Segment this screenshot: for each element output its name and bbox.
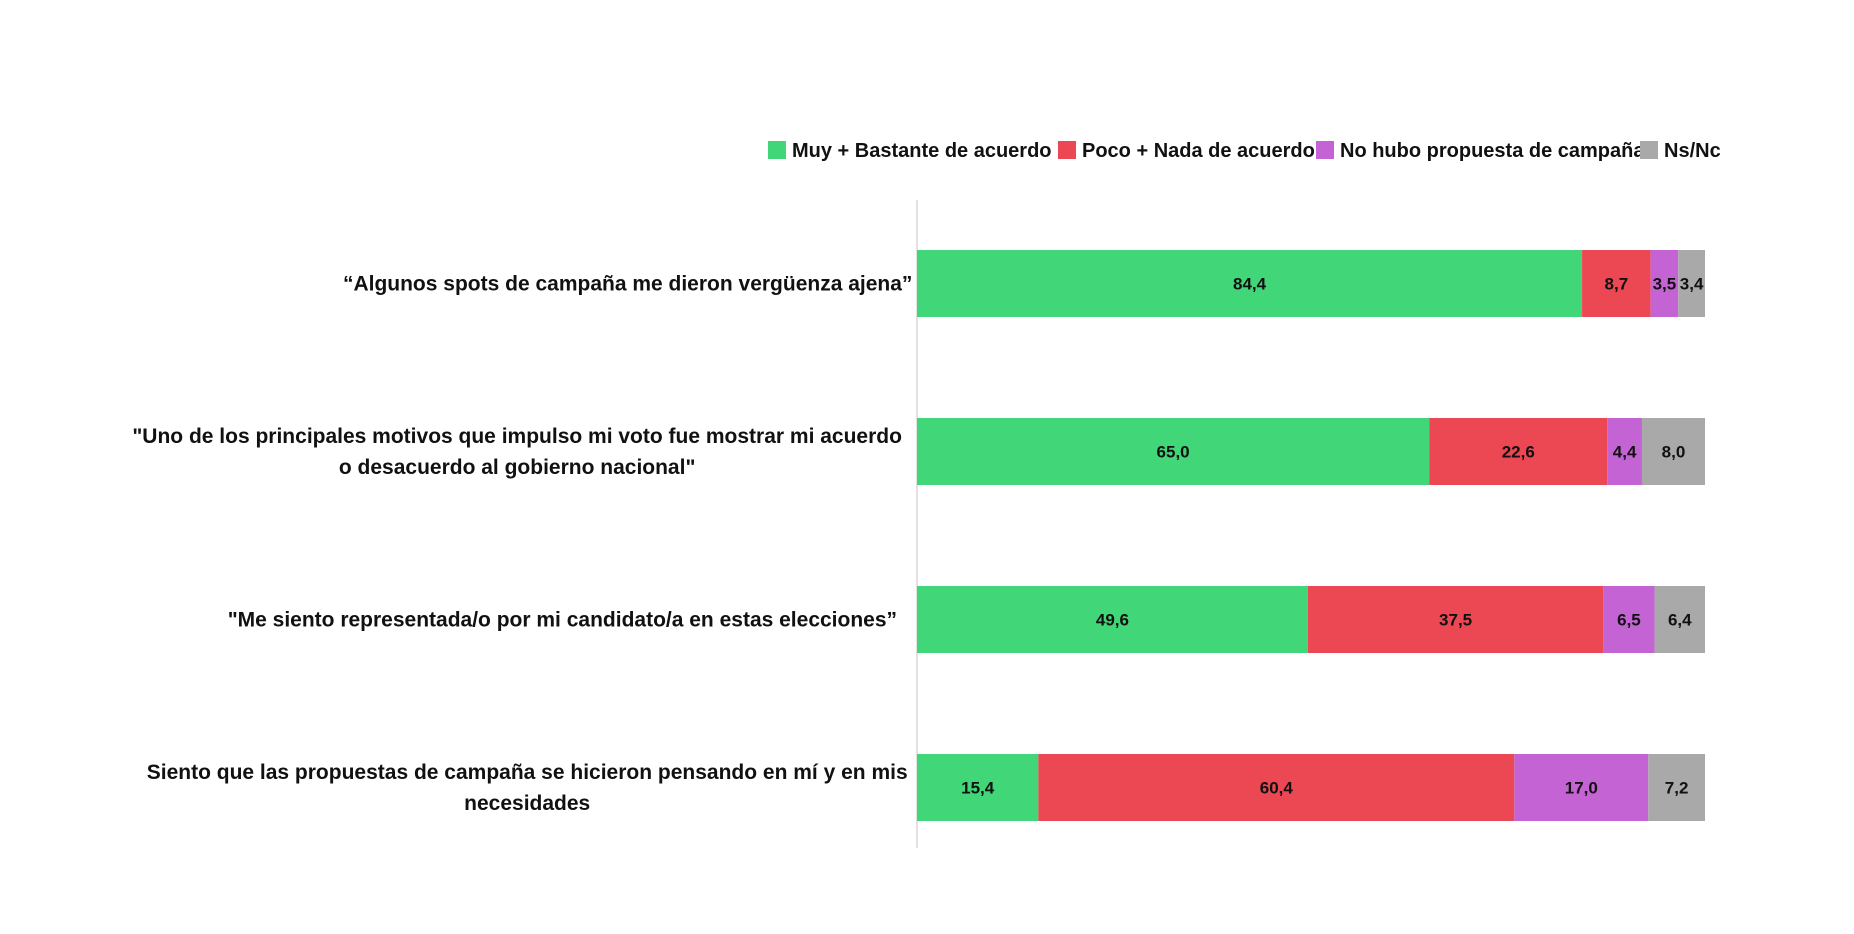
- legend-swatch-4: [1640, 141, 1658, 159]
- bar-value-label: 49,6: [1096, 611, 1129, 630]
- bar-value-label: 84,4: [1233, 275, 1267, 294]
- category-label-line: “Algunos spots de campaña me dieron verg…: [343, 273, 912, 296]
- category-label-1: “Algunos spots de campaña me dieron verg…: [343, 273, 912, 296]
- bar-segment-r1-s1: [917, 250, 1583, 317]
- bar-segment-r3-s2: [1307, 586, 1604, 653]
- bar-segment-r1-s4: [1678, 250, 1705, 317]
- bar-segment-r4-s1: [917, 754, 1039, 821]
- bar-value-label: 22,6: [1502, 443, 1535, 462]
- bar-value-label: 8,0: [1662, 443, 1686, 462]
- category-label-line: "Me siento representada/o por mi candida…: [228, 609, 897, 632]
- bar-value-label: 6,4: [1668, 611, 1692, 630]
- legend-label-1: Muy + Bastante de acuerdo: [792, 140, 1052, 162]
- category-label-line: "Uno de los principales motivos que impu…: [132, 425, 902, 448]
- legend-label-2: Poco + Nada de acuerdo: [1082, 140, 1315, 162]
- legend-swatch-1: [768, 141, 786, 159]
- bars: 84,4 8,7 3,5 3,4 65,0 22,6 4,4 8,0 49,6 37,5 6,5 6,…: [917, 250, 1705, 821]
- bar-value-label: 6,5: [1617, 611, 1641, 630]
- category-label-line: necesidades: [464, 792, 590, 815]
- bar-value-label: 7,2: [1665, 779, 1689, 798]
- bar-value-label: 4,4: [1613, 443, 1637, 462]
- bar-segment-r2-s2: [1429, 418, 1608, 485]
- category-label-line: Siento que las propuestas de campaña se …: [147, 761, 908, 784]
- legend-label-3: No hubo propuesta de campaña: [1340, 140, 1645, 162]
- legend-label-4: Ns/Nc: [1664, 140, 1721, 162]
- bar-value-label: 65,0: [1157, 443, 1190, 462]
- category-label-4: Siento que las propuestas de campaña se …: [147, 761, 908, 815]
- bar-segment-r2-s3: [1607, 418, 1642, 485]
- category-label-line: o desacuerdo al gobierno nacional": [339, 456, 696, 479]
- bar-value-label: 60,4: [1260, 779, 1294, 798]
- bar-segment-r2-s1: [917, 418, 1430, 485]
- bar-value-label: 17,0: [1565, 779, 1598, 798]
- bar-segment-r3-s3: [1603, 586, 1655, 653]
- bar-value-label: 3,5: [1653, 275, 1677, 294]
- bar-segment-r4-s2: [1038, 754, 1515, 821]
- legend: Muy + Bastante de acuerdo Poco + Nada de …: [768, 140, 1721, 162]
- category-label-2: "Uno de los principales motivos que impu…: [132, 425, 902, 479]
- bar-value-label: 15,4: [961, 779, 995, 798]
- category-label-3: "Me siento representada/o por mi candida…: [228, 609, 897, 632]
- bar-segment-r1-s2: [1582, 250, 1651, 317]
- legend-swatch-2: [1058, 141, 1076, 159]
- bar-segment-r4-s3: [1514, 754, 1649, 821]
- bar-segment-r4-s4: [1648, 754, 1705, 821]
- bar-value-label: 8,7: [1605, 275, 1629, 294]
- bar-segment-r3-s4: [1654, 586, 1705, 653]
- bar-segment-r1-s3: [1650, 250, 1679, 317]
- bar-segment-r3-s1: [917, 586, 1308, 653]
- legend-swatch-3: [1316, 141, 1334, 159]
- bar-value-label: 37,5: [1439, 611, 1472, 630]
- bar-segment-r2-s4: [1641, 418, 1705, 485]
- category-labels: “Algunos spots de campaña me dieron verg…: [132, 273, 912, 816]
- bar-value-label: 3,4: [1680, 275, 1704, 294]
